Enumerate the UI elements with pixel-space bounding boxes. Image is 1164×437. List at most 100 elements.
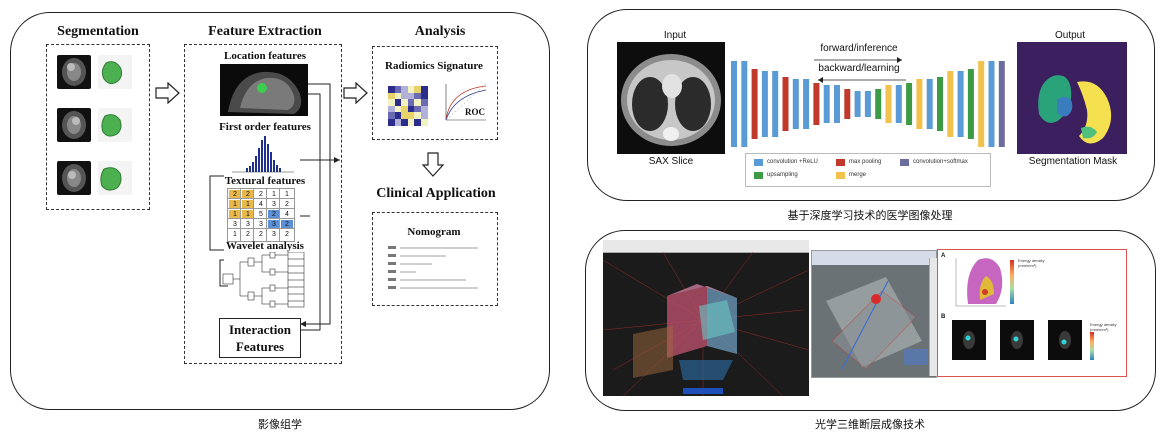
arrow-right-icon-2 xyxy=(343,82,368,104)
layer-legend: convolution +ReLU max pooling convolution+… xyxy=(745,153,991,187)
heatmap-cell xyxy=(394,92,402,100)
unet-layers-diagram xyxy=(731,61,1005,147)
heatmap-cell xyxy=(394,112,402,119)
heatmap-cell xyxy=(388,112,395,119)
heatmap-cell xyxy=(421,92,428,100)
interaction-features-line1: Interaction xyxy=(228,322,292,337)
heatmap-cell xyxy=(414,86,421,93)
nomogram-box xyxy=(372,212,498,306)
forward-inference-label: forward/inference xyxy=(820,43,898,54)
analysis-title: Analysis xyxy=(414,24,466,39)
heatmap-cell xyxy=(388,92,395,100)
location-features-label: Location features xyxy=(224,50,306,62)
unet-layer-bar xyxy=(782,77,789,131)
legend-swatch xyxy=(836,172,845,179)
feature-connector-lines xyxy=(209,83,340,331)
arrow-right-icon xyxy=(155,82,180,104)
unet-layer-bar xyxy=(885,85,892,123)
heatmap-cell xyxy=(407,86,415,93)
unet-layer-bar xyxy=(751,69,758,139)
heatmap-cell xyxy=(407,112,415,119)
energy-density-figure: A B Energy density (mm/mm³) Energy densi… xyxy=(937,249,1127,377)
heatmap-cell xyxy=(394,105,402,113)
unet-layer-bar xyxy=(823,85,830,123)
unet-layer-bar xyxy=(864,91,871,117)
energy-density-unit-bottom: (mm/mm³) xyxy=(1090,327,1109,332)
legend-label: convolution +ReLU xyxy=(767,159,818,165)
heatmap-cell xyxy=(401,112,408,119)
feature-extraction-box xyxy=(184,44,342,364)
segmentation-box xyxy=(46,44,150,210)
brain-illustrations xyxy=(62,58,123,192)
energy-density-unit-top: (mm/mm³) xyxy=(1018,263,1037,268)
arrow-down-icon xyxy=(422,152,444,177)
unet-layer-bar xyxy=(967,69,974,139)
heatmap-cell xyxy=(401,119,408,126)
legend-swatch xyxy=(836,159,845,166)
legend-swatch xyxy=(900,159,909,166)
unet-layer-bar xyxy=(792,79,799,129)
signature-heatmap xyxy=(388,86,428,126)
sax-slice-label: SAX Slice xyxy=(648,156,694,167)
radiomics-signature-box xyxy=(372,46,498,140)
heatmap-cell xyxy=(421,112,428,119)
unet-layer-bar xyxy=(947,71,954,137)
clinical-application-title: Clinical Application xyxy=(376,186,496,201)
segmentation-mask-image xyxy=(1017,42,1127,154)
energy-density-title-top: Energy density xyxy=(1018,258,1045,263)
roc-label: ROC xyxy=(465,107,485,117)
heatmap-cell xyxy=(401,99,408,106)
segmentation-mask-label: Segmentation Mask xyxy=(1028,156,1118,167)
legend-label: max pooling xyxy=(849,159,882,165)
unet-layer-bar xyxy=(978,61,985,147)
nomogram-label: Nomogram xyxy=(407,226,461,238)
first-order-features-label: First order features xyxy=(219,121,311,133)
heatmap-cell xyxy=(401,86,408,93)
unet-layer-bar xyxy=(937,77,943,131)
unet-layer-bar xyxy=(741,61,748,147)
unet-layer-bar xyxy=(988,61,995,147)
heatmap-cell xyxy=(401,92,408,100)
unet-layer-bar xyxy=(834,85,840,123)
unet-layer-bar xyxy=(895,85,902,123)
heatmap-cell xyxy=(407,105,415,113)
heatmap-cell xyxy=(414,112,421,119)
forward-arrow-icon xyxy=(814,57,902,63)
unet-layer-bar xyxy=(731,61,737,147)
roc-curve-chart xyxy=(445,83,487,121)
heatmap-cell xyxy=(407,99,415,106)
unet-layer-bar xyxy=(761,71,768,137)
input-label: Input xyxy=(663,30,687,41)
unet-layer-bar xyxy=(998,61,1005,147)
viewer-toolbar xyxy=(603,240,809,253)
unet-layer-bar xyxy=(957,71,964,137)
heatmap-cell xyxy=(421,105,428,113)
heatmap-cell xyxy=(401,105,408,113)
slice-viewer-screenshot xyxy=(811,250,937,378)
heatmap-cell xyxy=(388,105,395,113)
unet-layer-bar xyxy=(813,83,820,125)
legend-label: convolution+softmax xyxy=(913,159,968,165)
texture-matrix-cell: 2 xyxy=(279,218,295,232)
histogram-chart xyxy=(232,136,294,173)
textural-features-label: Textural features xyxy=(224,175,306,187)
heatmap-cell xyxy=(421,86,428,93)
segmentation-title: Segmentation xyxy=(57,24,139,39)
legend-swatch xyxy=(754,159,763,166)
ct-scan-image xyxy=(617,42,725,154)
heatmap-cell xyxy=(414,119,421,126)
unet-layer-bar xyxy=(772,71,779,137)
interaction-features-line2: Features xyxy=(235,339,285,354)
heatmap-cell xyxy=(388,86,395,93)
feature-extraction-title: Feature Extraction xyxy=(208,24,322,39)
slice-viewer-side-panel xyxy=(929,258,937,376)
wavelet-tree-diagram xyxy=(222,252,305,308)
unet-layer-bar xyxy=(854,91,861,117)
3d-viewer-screenshot xyxy=(603,240,809,396)
heatmap-cell xyxy=(388,119,395,126)
unet-layer-bar xyxy=(916,79,923,129)
optical-tomography-caption: 光学三维断层成像技术 xyxy=(815,418,925,431)
interaction-features-box xyxy=(219,318,301,358)
heatmap-cell xyxy=(388,99,395,106)
